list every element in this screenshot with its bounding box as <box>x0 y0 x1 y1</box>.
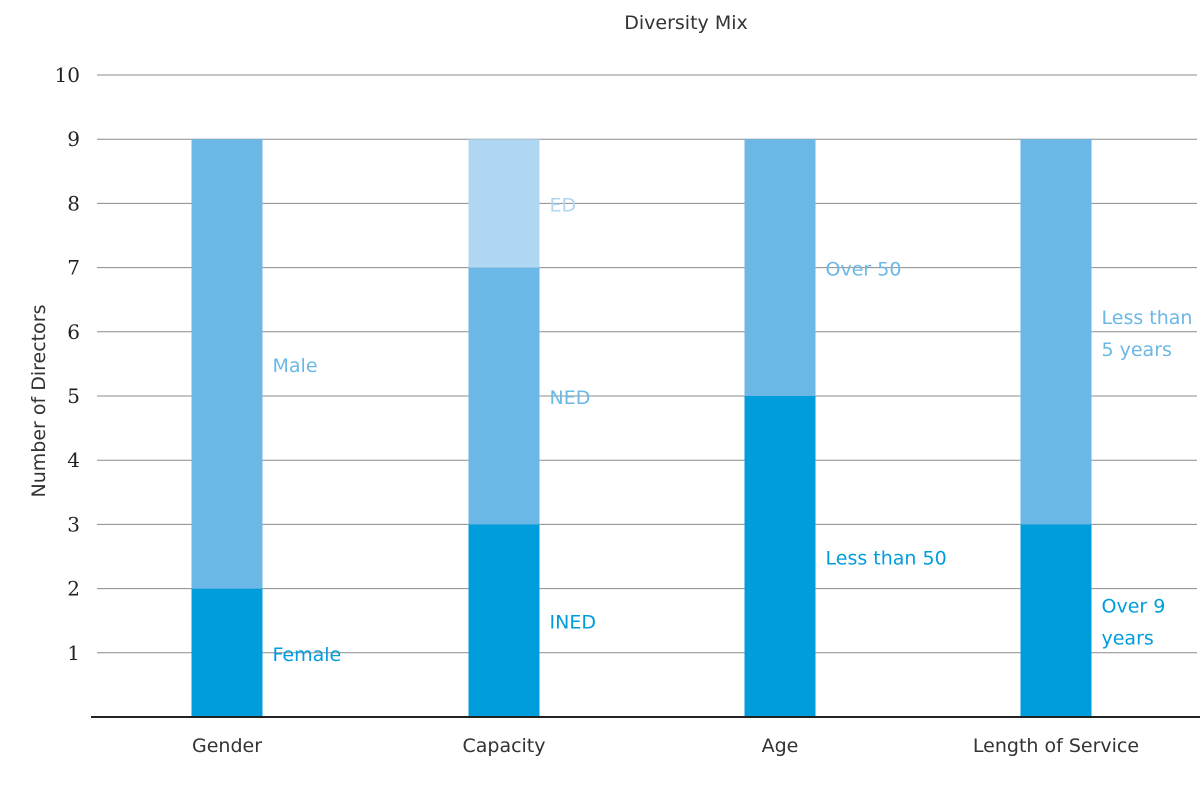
segment-label: 5 years <box>1102 339 1172 361</box>
bar-segment <box>468 267 540 525</box>
segment-label: Less than 50 <box>826 548 947 570</box>
bar-segment <box>1020 524 1092 717</box>
y-tick-label: 10 <box>55 63 80 87</box>
y-tick-label: 2 <box>67 577 80 601</box>
bar-segment <box>744 396 816 717</box>
y-tick-label: 4 <box>67 448 80 472</box>
y-tick-label: 6 <box>67 320 80 344</box>
bar-segment <box>1020 139 1092 525</box>
bar-segment <box>468 139 540 268</box>
y-tick-label: 9 <box>67 127 80 151</box>
y-tick-label: 5 <box>67 384 80 408</box>
segment-label: Less than <box>1102 307 1193 329</box>
segment-label: ED <box>550 194 577 216</box>
bar-segment <box>744 139 816 396</box>
bar-segment <box>191 139 263 589</box>
y-tick-label: 3 <box>67 512 80 536</box>
segment-label: Over 9 <box>1102 596 1166 618</box>
y-tick-label: 7 <box>67 256 80 280</box>
segment-labels: Female Male INED NED ED Less than 50 Over 50 Ov… <box>273 194 1193 665</box>
x-tick-label: Capacity <box>462 735 545 757</box>
bar-segment <box>191 588 263 717</box>
y-tick-label: 1 <box>67 641 80 665</box>
x-tick-labels: Gender Capacity Age Length of Service <box>192 735 1139 757</box>
chart-title: Diversity Mix <box>624 12 747 34</box>
segment-label: Male <box>273 355 318 377</box>
gridlines <box>97 74 1197 654</box>
x-tick-label: Length of Service <box>973 735 1139 757</box>
segment-label: years <box>1102 628 1154 650</box>
segment-label: INED <box>550 612 596 634</box>
x-tick-label: Age <box>762 735 799 757</box>
segment-label: NED <box>550 387 591 409</box>
segment-label: Female <box>273 644 342 666</box>
bar-segment <box>468 524 540 717</box>
y-tick-label: 8 <box>67 191 80 215</box>
x-tick-label: Gender <box>192 735 262 757</box>
y-axis-label: Number of Directors <box>28 305 50 498</box>
y-tick-labels: 1 2 3 4 5 6 7 8 9 10 <box>55 63 80 665</box>
bars <box>191 139 1092 717</box>
segment-label: Over 50 <box>826 259 902 281</box>
